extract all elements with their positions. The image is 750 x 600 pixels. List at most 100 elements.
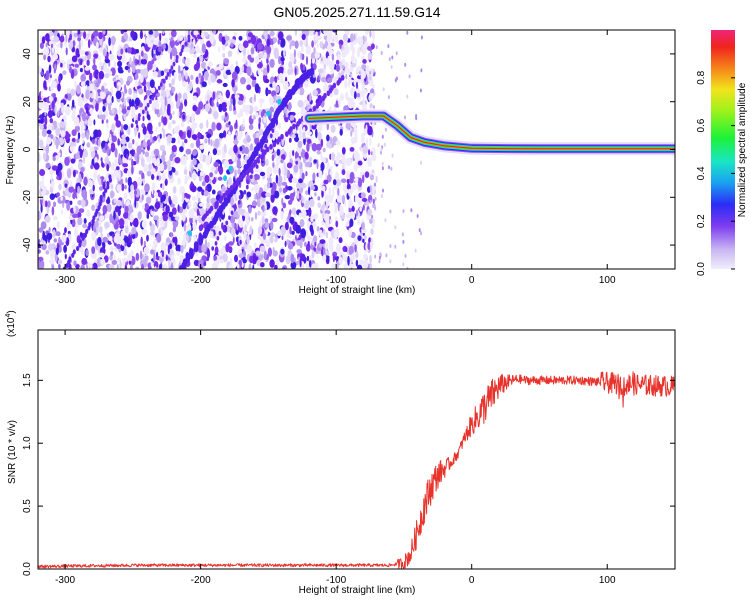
spectrogram-cell [136, 145, 142, 155]
spectrogram-cell [292, 150, 295, 157]
spectrogram-x-label: Height of straight line (km) [299, 285, 416, 296]
spectrogram-cell [201, 32, 205, 39]
spectrogram-cell [260, 245, 266, 253]
spectrogram-cell [336, 194, 342, 204]
spectrogram-cell [130, 263, 133, 269]
spectrogram-cell [351, 183, 358, 191]
spectrogram-cell [54, 96, 57, 102]
spectrogram-cell [108, 37, 111, 46]
spectrogram-cell [238, 93, 244, 102]
spectrogram-cell [357, 177, 363, 188]
spectrogram-cell [362, 260, 369, 269]
spectrogram-cell [253, 242, 257, 249]
spectrogram-cell [301, 209, 307, 219]
spectrogram-cell [385, 253, 388, 258]
spectrogram-cell [280, 248, 285, 255]
snr-multiplier-base: (x10 [6, 317, 17, 337]
spectrogram-cell [369, 174, 374, 181]
spectrogram-ridge-cell [180, 48, 184, 53]
spectrogram-cell [291, 177, 298, 184]
spectrogram-ridge-cell [102, 191, 106, 197]
spectrogram-cell [172, 111, 175, 115]
spectrogram-ridge-cell [245, 169, 250, 176]
spectrogram-cell [214, 246, 219, 256]
spectrogram-cell [315, 143, 322, 151]
spectrogram-cell [71, 137, 76, 143]
spectrogram-cell [365, 200, 370, 207]
spectrogram-cell [389, 209, 392, 214]
spectrogram-cell [149, 79, 155, 88]
spectrogram-cell [329, 170, 333, 177]
spectrogram-cell [221, 185, 226, 192]
spectrogram-cell [215, 70, 221, 76]
spectrogram-cell [166, 160, 172, 166]
spectrogram-cell [114, 206, 119, 213]
spectrogram-ridge-cell [198, 234, 204, 243]
spectrogram-cell [178, 72, 182, 82]
spectrogram-cell [289, 216, 295, 224]
spectrogram-cell [229, 196, 234, 206]
spectrogram-cell [270, 220, 274, 231]
spectrogram-cell [312, 221, 317, 229]
spectrogram-cell [186, 204, 189, 210]
spectrogram-cell [103, 67, 110, 73]
spectrogram-ridge-cell [185, 254, 191, 263]
spectrogram-cell [131, 158, 134, 168]
spectrogram-cell [124, 184, 127, 190]
spectrogram-cell [283, 80, 289, 91]
spectrogram-cell [185, 148, 192, 155]
spectrogram-cell [264, 35, 268, 40]
spectrogram-cell [177, 98, 181, 107]
spectrogram-ridge-cell [65, 263, 69, 269]
spectrogram-cell [209, 179, 212, 184]
spectrogram-ridge-cell [296, 121, 300, 127]
spectrogram-cell [185, 47, 191, 53]
spectrogram-cell [222, 44, 226, 52]
spectrogram-cell [361, 45, 367, 55]
spectrogram-cell [349, 218, 354, 227]
spectrogram-cell [212, 30, 217, 35]
spectrogram-cell [328, 42, 332, 52]
spectrogram-cell [128, 191, 133, 197]
spectrogram-cell [261, 191, 267, 198]
spectrogram-cell [217, 176, 223, 181]
spectrogram-cell [63, 244, 67, 253]
spectrogram-ridge-cell [170, 65, 174, 70]
spectrogram-cell [320, 162, 325, 171]
spectrogram-cell [46, 129, 52, 135]
spectrogram-cell [354, 176, 359, 183]
spectrogram-cell [56, 231, 61, 237]
spectrogram-cell [213, 161, 219, 168]
spectrogram-cell [159, 144, 166, 152]
spectrogram-cell [235, 60, 238, 67]
spectrogram-cell [169, 59, 175, 68]
x-tick-label: 100 [599, 575, 616, 586]
snr-multiplier: (x104) [5, 310, 17, 337]
spectrogram-cell [162, 30, 165, 35]
spectrogram-cell [420, 160, 422, 165]
spectrogram-cell [255, 250, 261, 256]
spectrogram-cell [65, 47, 68, 56]
spectrogram-ridge-cell [187, 230, 192, 237]
spectrogram-cell [362, 59, 367, 64]
spectrogram-ridge-cell [260, 154, 264, 161]
colorbar-label: Normalized spectral amplitude [737, 82, 748, 217]
spectrogram-ridge-cell [214, 241, 218, 246]
spectrogram-ridge-cell [272, 141, 277, 148]
spectrogram-cell [184, 175, 189, 182]
spectrogram-cell [156, 55, 162, 60]
snr-x-ticks: -300 -200 -100 0 100 [55, 330, 616, 586]
x-tick-label: 0 [469, 575, 475, 586]
spectrogram-cell [206, 183, 212, 193]
spectrogram-cell [226, 101, 230, 107]
spectrogram-ridge-cell [190, 31, 194, 36]
spectrogram-cell [287, 242, 294, 250]
spectrogram-cell [262, 232, 266, 240]
spectrogram-cell [87, 39, 91, 49]
spectrogram-cell [74, 228, 79, 238]
spectrogram-cell [324, 30, 328, 36]
spectrogram-cell [213, 255, 218, 261]
spectrogram-cell [195, 138, 201, 148]
spectrogram-cell [378, 255, 381, 260]
spectrogram-cell [146, 114, 151, 120]
